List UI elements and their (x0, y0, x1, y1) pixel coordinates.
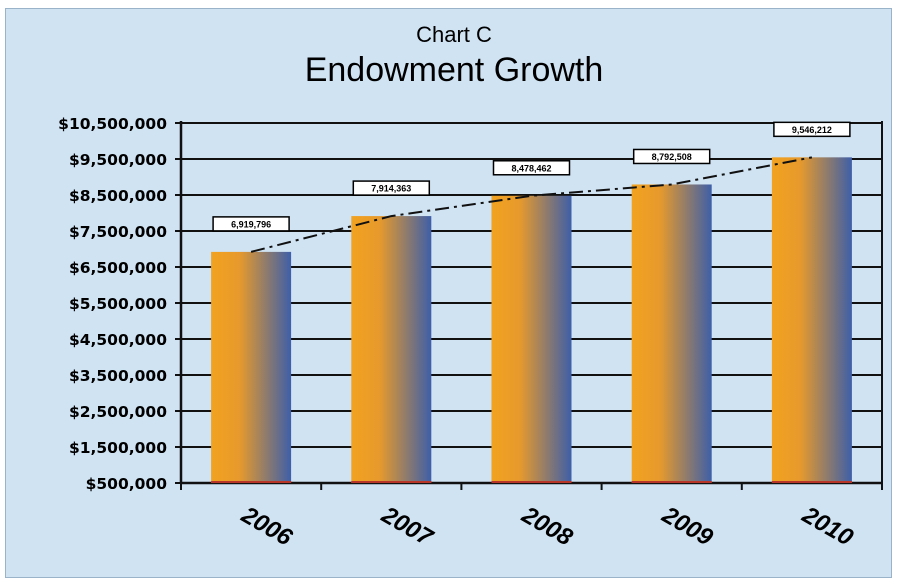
data-label-box (632, 148, 711, 165)
data-label-2007: 7,914,363 (352, 180, 431, 196)
y-tick-label: $7,500,000 (69, 223, 167, 241)
data-label-text: 6,919,796 (231, 219, 271, 229)
x-tick-label: 2008 (517, 501, 578, 552)
x-tick-label: 2006 (236, 501, 297, 552)
x-tick-label: 2009 (657, 501, 718, 552)
bar-2006 (211, 251, 292, 483)
data-label-box (352, 180, 431, 196)
bars (211, 157, 852, 483)
data-label-text: 9,546,212 (792, 125, 832, 135)
x-tick-label: 2007 (376, 501, 438, 552)
endowment-bar-chart: Chart C Endowment Growth 6,919,796 7,914,… (58, 22, 883, 552)
bar-2009 (631, 184, 712, 483)
chart-title: Endowment Growth (305, 51, 604, 89)
y-tick-label: $6,500,000 (69, 259, 167, 277)
data-label-box (773, 121, 851, 138)
x-tick-label: 2010 (797, 501, 858, 552)
data-label-text: 8,478,462 (511, 163, 551, 173)
data-label-2009: 8,792,508 (632, 148, 711, 165)
data-label-box (492, 160, 571, 176)
y-tick-label: $500,000 (86, 475, 168, 493)
y-tick-label: $1,500,000 (69, 439, 167, 457)
y-tick-label: $2,500,000 (69, 403, 167, 421)
bar-2008 (491, 195, 572, 483)
y-tick-label: $10,500,000 (58, 115, 167, 133)
y-tick-label: $3,500,000 (69, 367, 167, 385)
data-labels: 6,919,796 7,914,363 8,478,462 8,792,508 9,54… (212, 121, 851, 232)
data-label-text: 8,792,508 (652, 152, 692, 162)
bar-2007 (351, 216, 432, 483)
data-label-text: 7,914,363 (371, 184, 411, 194)
x-axis-tick-labels: 2006 2007 2008 2009 2010 (236, 501, 858, 552)
y-tick-label: $9,500,000 (69, 151, 167, 169)
data-label-2010: 9,546,212 (773, 121, 851, 138)
y-tick-label: $4,500,000 (69, 331, 167, 349)
data-label-2008: 8,478,462 (492, 160, 571, 176)
chart-frame: Chart C Endowment Growth 6,919,796 7,914,… (5, 8, 892, 578)
data-label-box (212, 216, 290, 232)
bar-2010 (771, 157, 852, 483)
data-label-2006: 6,919,796 (212, 216, 290, 232)
y-axis-tick-labels: $500,000 $1,500,000 $2,500,000 $3,500,000 $4… (58, 115, 167, 493)
y-tick-label: $5,500,000 (69, 295, 167, 313)
chart-subtitle: Chart C (416, 22, 492, 47)
y-tick-label: $8,500,000 (69, 187, 167, 205)
